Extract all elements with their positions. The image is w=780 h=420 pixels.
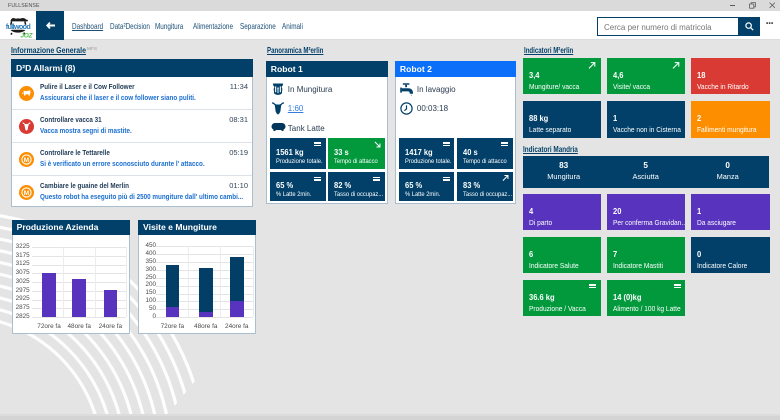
svg-text:M: M (24, 190, 29, 197)
svg-text:JOZ: JOZ (21, 33, 34, 39)
svg-text:M: M (24, 157, 29, 164)
svg-text:fullwood: fullwood (6, 22, 31, 31)
